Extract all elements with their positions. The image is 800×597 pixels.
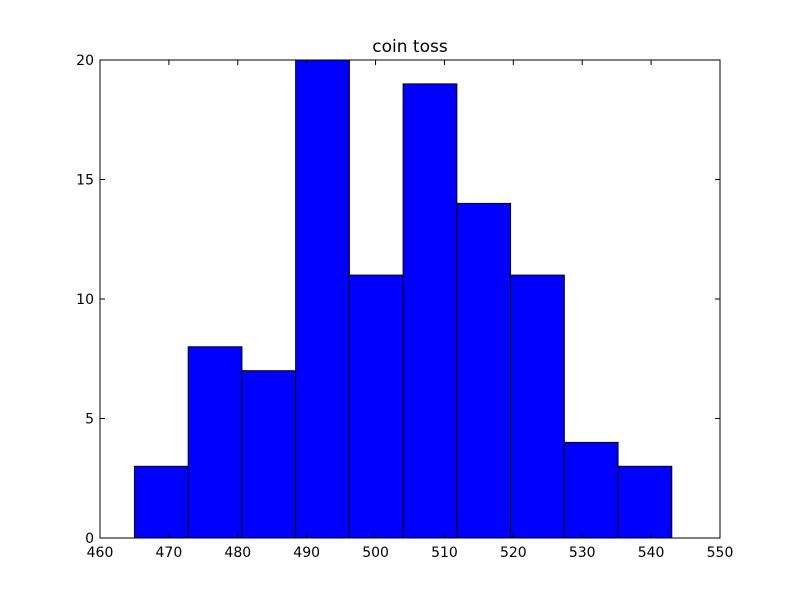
x-tick-label: 500 [362,545,389,561]
y-tick-label: 5 [85,412,94,428]
histogram-bar [187,346,243,539]
histogram-bar [563,441,619,539]
x-tick-label: 460 [87,545,114,561]
x-tick-label: 490 [293,545,320,561]
histogram-bar [510,274,565,539]
x-tick-label: 510 [431,545,458,561]
histogram-bar [456,202,512,539]
y-tick-label: 15 [76,173,94,189]
x-tick-label: 530 [569,545,596,561]
x-tick-label: 520 [500,545,527,561]
bars-layer [133,59,673,539]
y-tick-label: 10 [76,292,94,308]
histogram-bar [402,83,458,539]
histogram-bar [617,465,673,539]
x-tick-label: 550 [707,545,734,561]
y-tick-label: 0 [85,531,94,547]
histogram-bar [241,370,297,539]
plot-frame [99,59,721,539]
histogram-bar [295,59,350,539]
x-tick-label: 470 [156,545,183,561]
x-tick-label: 480 [224,545,251,561]
x-tick-label: 540 [638,545,665,561]
histogram-bar [348,274,404,539]
y-tick-label: 20 [76,53,94,69]
histogram-bar [133,465,189,539]
chart-title: coin toss [372,37,448,57]
